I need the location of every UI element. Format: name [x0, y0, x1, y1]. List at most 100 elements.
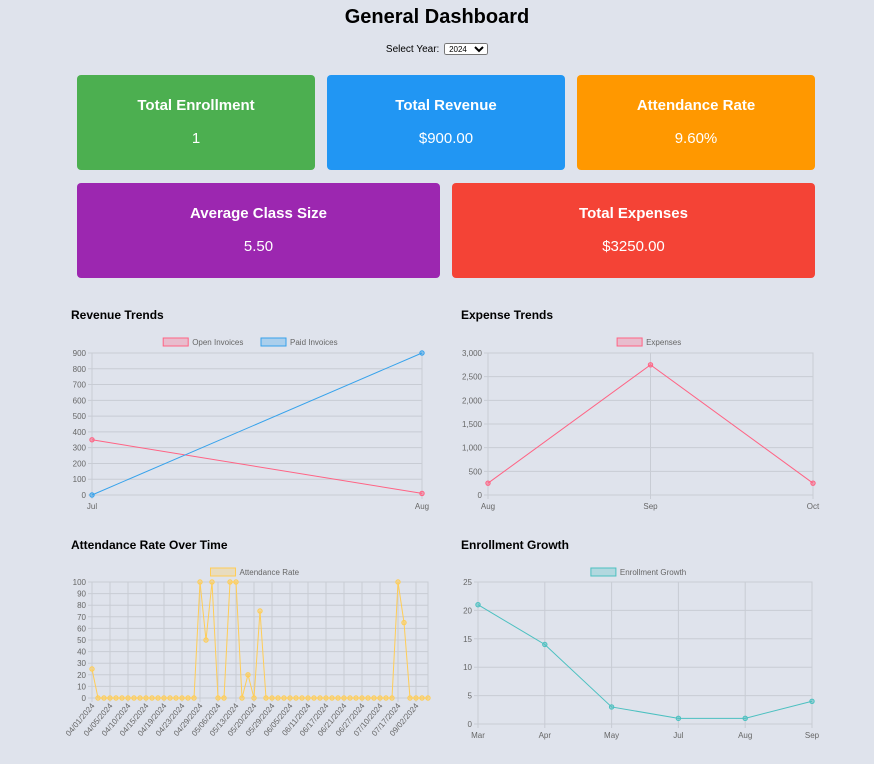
data-point [203, 637, 209, 643]
legend-swatch [210, 567, 236, 577]
y-tick-label: 300 [73, 444, 87, 453]
data-point [233, 579, 239, 585]
data-point [329, 695, 335, 701]
y-tick-label: 600 [73, 396, 87, 405]
y-tick-label: 25 [463, 578, 472, 587]
data-point [161, 695, 167, 701]
data-point [323, 695, 329, 701]
x-tick-label: Jul [673, 731, 683, 740]
data-point [407, 695, 413, 701]
data-point [197, 579, 203, 585]
plot-border [477, 581, 813, 725]
card-label: Total Revenue [395, 97, 497, 114]
chart-title: Expense Trends [461, 308, 553, 322]
x-tick-label: Apr [539, 731, 552, 740]
data-point [485, 480, 491, 486]
data-point [167, 695, 173, 701]
chart: Expense Trends Expenses 0 500 1,000 1,500 2,00… [461, 308, 820, 511]
x-tick-label: May [604, 731, 619, 740]
data-point [89, 666, 95, 672]
data-point [95, 695, 101, 701]
y-tick-label: 700 [73, 381, 87, 390]
data-point [287, 695, 293, 701]
data-point [275, 695, 281, 701]
data-point [347, 695, 353, 701]
y-tick-label: 100 [73, 475, 87, 484]
data-point [263, 695, 269, 701]
data-point [155, 695, 161, 701]
chart: Attendance Rate Over Time Attendance Rate… [64, 538, 431, 738]
y-tick-label: 15 [463, 635, 472, 644]
chart-title: Enrollment Growth [461, 538, 569, 552]
data-point [809, 698, 815, 704]
plot-border [487, 352, 814, 496]
x-tick-label: Aug [415, 502, 429, 511]
data-point [647, 362, 654, 368]
y-tick-label: 30 [77, 659, 86, 668]
legend-label: Attendance Rate [240, 568, 300, 577]
y-tick-label: 90 [77, 590, 86, 599]
data-point [383, 695, 389, 701]
data-point [125, 695, 131, 701]
data-point [227, 579, 233, 585]
data-point [251, 695, 257, 701]
legend-swatch [616, 337, 643, 347]
card-value: 5.50 [243, 238, 274, 255]
data-point [401, 619, 407, 626]
legend-swatch [162, 337, 189, 347]
data-point [269, 695, 275, 701]
data-point [305, 695, 311, 701]
y-tick-label: 0 [82, 694, 87, 703]
data-point [221, 695, 227, 701]
data-point [371, 695, 377, 701]
data-point [335, 695, 341, 701]
legend-label: Expenses [646, 338, 681, 347]
data-point [419, 350, 425, 356]
card-value: $900.00 [418, 130, 474, 147]
stat-card: Total Expenses $3250.00 [452, 183, 815, 278]
data-point [89, 437, 95, 443]
y-tick-label: 2,500 [462, 373, 483, 382]
card-label: Total Expenses [579, 205, 688, 222]
card-label: Average Class Size [189, 205, 328, 222]
data-point [209, 579, 215, 585]
legend-label: Paid Invoices [290, 338, 338, 347]
legend-swatch [260, 337, 287, 347]
x-tick-label: Sep [805, 731, 820, 740]
data-point [101, 695, 107, 701]
data-point [107, 695, 113, 701]
y-tick-label: 20 [77, 671, 86, 680]
year-dropdown[interactable]: 2024 [444, 43, 489, 55]
y-tick-label: 10 [463, 663, 472, 672]
data-point [359, 695, 365, 701]
y-tick-label: 900 [73, 349, 87, 358]
data-point [293, 695, 299, 701]
y-tick-label: 500 [469, 467, 483, 476]
stat-card: Attendance Rate 9.60% [577, 75, 815, 170]
stat-card: Average Class Size 5.50 [77, 183, 440, 278]
data-point [365, 695, 371, 701]
data-point [419, 490, 425, 497]
chart: Revenue Trends Open Invoices Paid Invoices… [71, 308, 429, 511]
y-tick-label: 0 [468, 720, 473, 729]
y-tick-label: 1,500 [462, 420, 483, 429]
chart-title: Revenue Trends [71, 308, 164, 322]
y-tick-label: 3,000 [462, 349, 483, 358]
data-point [173, 695, 179, 701]
page-title: General Dashboard [344, 6, 530, 28]
x-tick-label: Sep [643, 502, 658, 511]
legend-swatch [590, 567, 617, 577]
y-tick-label: 70 [77, 613, 86, 622]
y-tick-label: 0 [82, 491, 87, 500]
y-tick-label: 50 [77, 636, 86, 645]
series-line [91, 439, 423, 494]
y-tick-label: 500 [73, 412, 87, 421]
data-point [395, 579, 401, 585]
data-point [179, 695, 185, 701]
data-point [675, 715, 682, 722]
plot-border [91, 352, 423, 496]
data-point [341, 695, 347, 701]
plot-border [91, 581, 429, 699]
y-tick-label: 0 [478, 491, 483, 500]
